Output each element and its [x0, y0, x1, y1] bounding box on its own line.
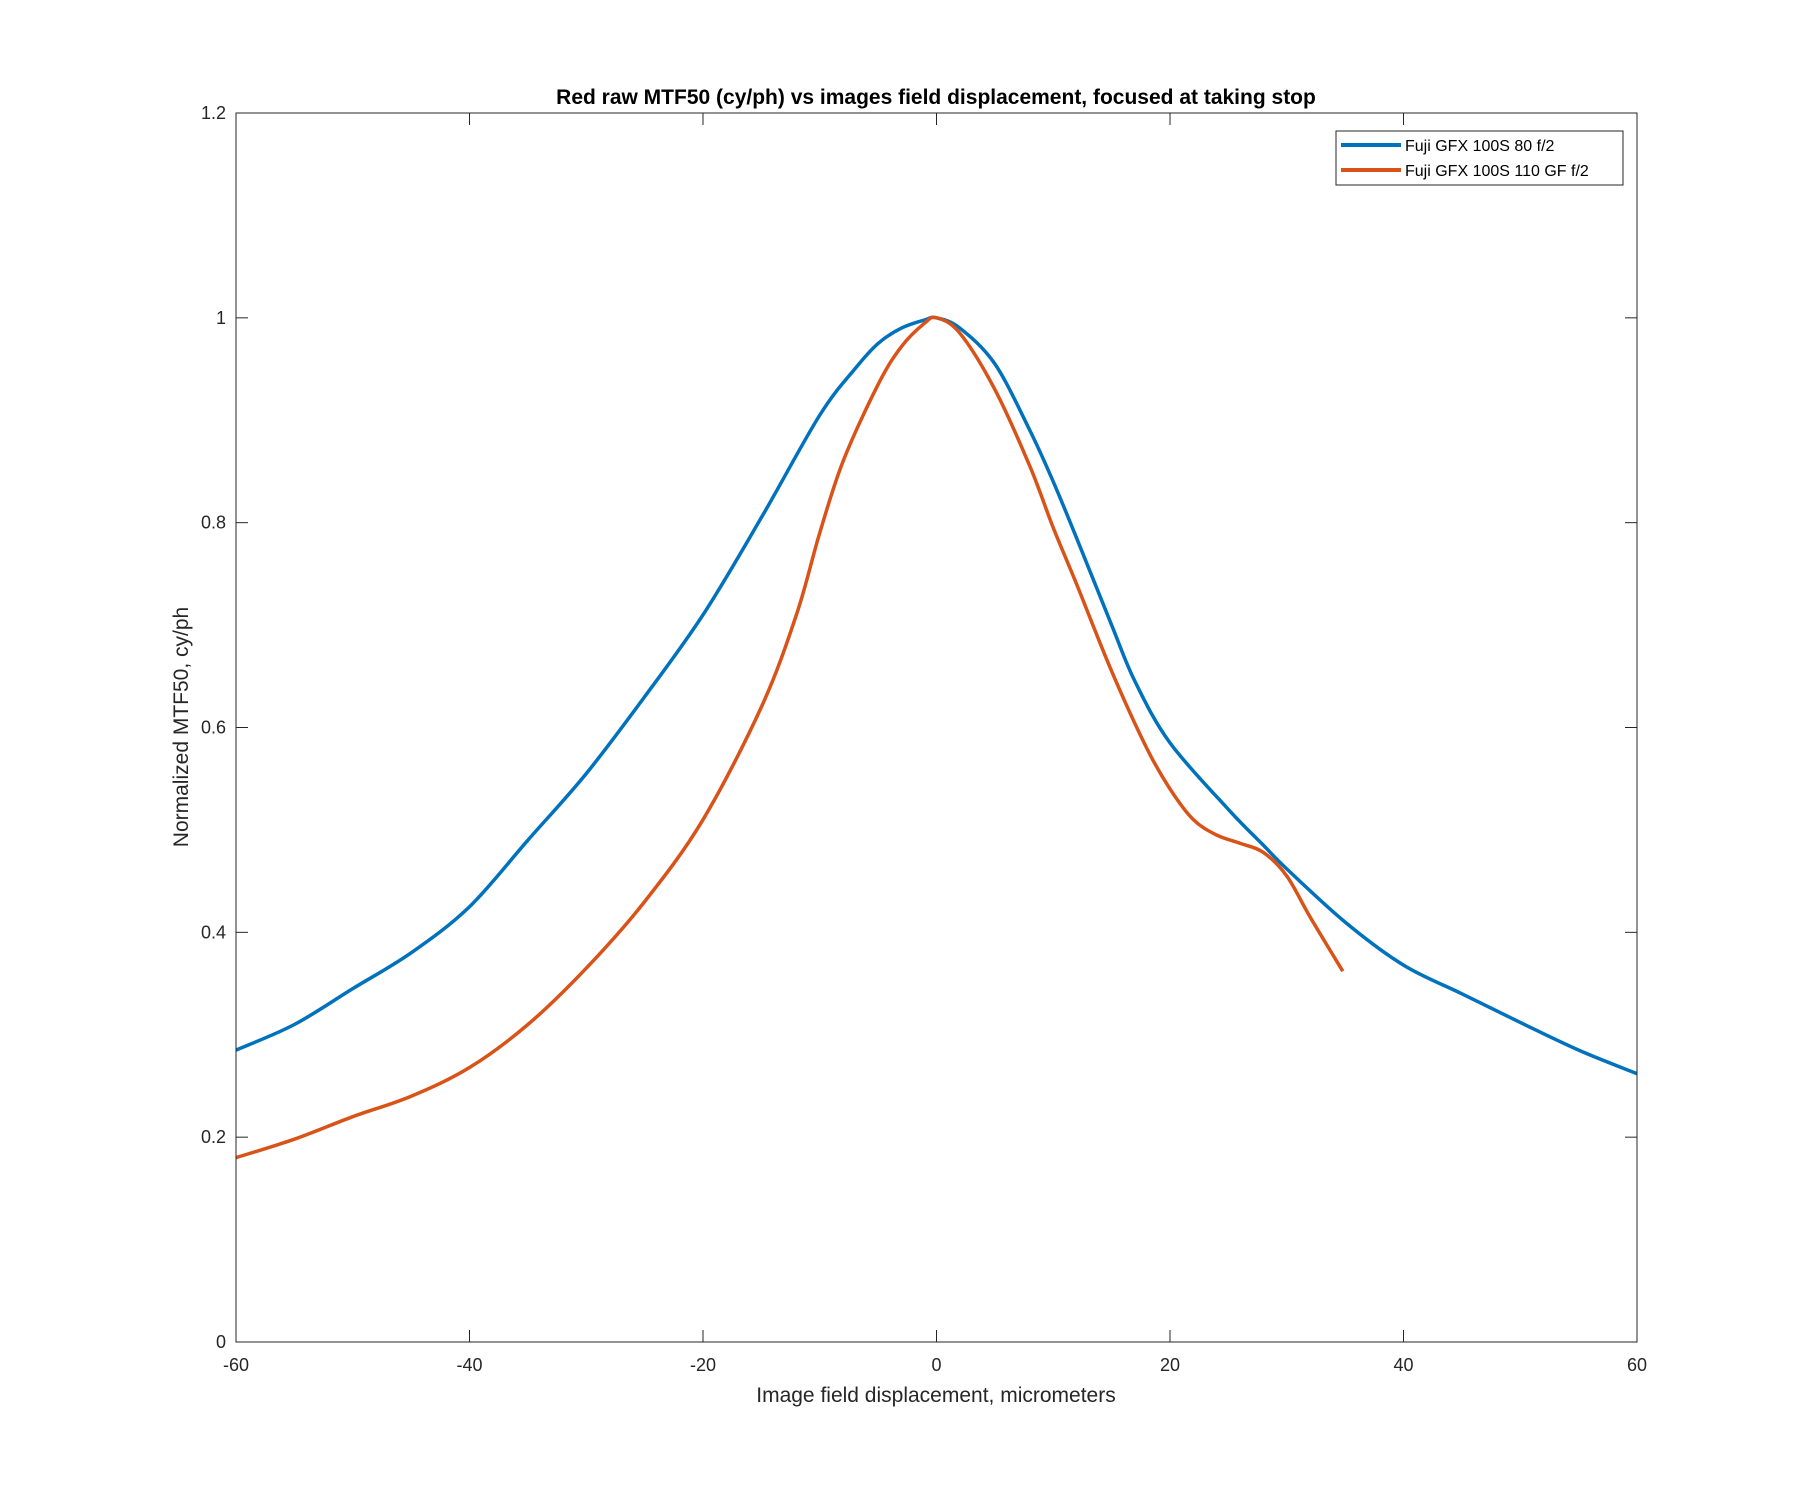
x-tick-label: 0 [931, 1355, 941, 1375]
series-line-2 [235, 315, 1345, 1160]
x-tick-label: -40 [456, 1355, 482, 1375]
y-tick-label: 0.6 [201, 718, 226, 738]
y-tick-label: 0.4 [201, 922, 226, 942]
y-tick-label: 1 [216, 308, 226, 328]
y-axis-label: Normalized MTF50, cy/ph [170, 607, 193, 847]
x-axis-label: Image field displacement, micrometers [756, 1384, 1115, 1407]
y-tick-label: 0.2 [201, 1127, 226, 1147]
plot-frame [235, 112, 1638, 1343]
chart-title: Red raw MTF50 (cy/ph) vs images field di… [556, 86, 1316, 109]
x-tick-label: -60 [223, 1355, 249, 1375]
y-tick-label: 0.8 [201, 513, 226, 533]
tick-labels: -60 -40 -20 0 20 40 60 0 0.2 0.4 0.6 0.8 1 1.2 [201, 103, 1647, 1375]
y-tick-label: 0 [216, 1332, 226, 1352]
legend-label-1: Fuji GFX 100S 80 f/2 [1405, 138, 1555, 155]
legend-box [1335, 130, 1624, 186]
x-tick-label: 20 [1160, 1355, 1180, 1375]
plot-area [236, 113, 1637, 1342]
x-tick-label: 40 [1393, 1355, 1413, 1375]
legend: Fuji GFX 100S 80 f/2 Fuji GFX 100S 110 G… [1335, 130, 1624, 186]
legend-label-2: Fuji GFX 100S 110 GF f/2 [1405, 163, 1589, 180]
x-tick-label: -20 [690, 1355, 716, 1375]
y-tick-label: 1.2 [201, 103, 226, 123]
x-tick-label: 60 [1627, 1355, 1647, 1375]
series-layer [235, 315, 1638, 1160]
